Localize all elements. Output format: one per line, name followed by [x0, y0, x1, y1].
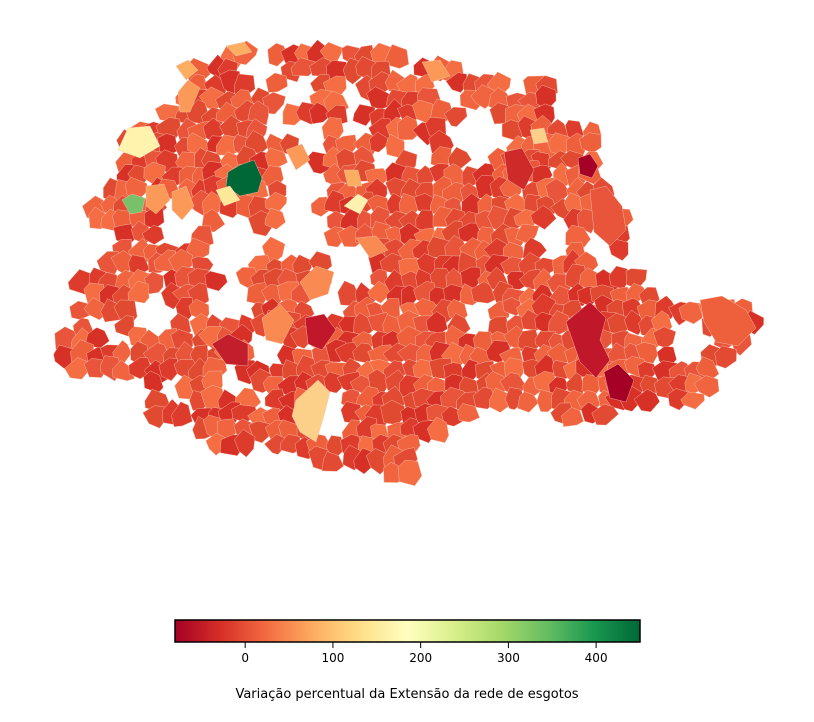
municipality-region [367, 280, 391, 304]
municipality-region [158, 357, 178, 382]
municipality-region [457, 403, 480, 423]
municipality-region [285, 143, 311, 171]
municipality-region [421, 59, 451, 83]
colorbar: 0 100 200 300 400 [174, 619, 641, 665]
municipality-region [177, 79, 201, 113]
choropleth-map [53, 39, 765, 487]
municipality-region [355, 235, 389, 259]
colorbar-tick-label: 300 [497, 651, 520, 665]
municipality-region [343, 193, 369, 215]
municipality-region [343, 169, 363, 187]
municipality-region [262, 91, 286, 115]
municipality-region [577, 153, 599, 179]
municipality-region [503, 147, 535, 191]
municipality-region [121, 193, 146, 215]
municipality-region [211, 333, 249, 367]
colorbar-tick-label: 100 [321, 651, 344, 665]
municipality-region [264, 207, 286, 230]
municipality-region [530, 205, 557, 230]
colorbar-tick-label: 200 [409, 651, 432, 665]
municipality-region [397, 115, 420, 141]
municipality-region [204, 270, 228, 292]
municipality-region [141, 225, 165, 245]
municipality-region [591, 403, 619, 426]
municipality-region [291, 379, 331, 443]
municipality-region [699, 295, 757, 347]
municipality-region [127, 280, 150, 304]
municipality-region [171, 185, 195, 221]
municipality-region [267, 42, 289, 67]
municipality-region [624, 309, 644, 336]
municipality-region [441, 405, 463, 427]
municipality-region [171, 401, 193, 428]
municipality-region [265, 72, 288, 93]
colorbar-tick-label: 0 [241, 651, 249, 665]
municipality-region [299, 265, 335, 301]
colorbar-label: Variação percentual da Extensão da rede … [235, 687, 579, 702]
municipality-region [383, 44, 410, 69]
municipality-region [445, 72, 468, 93]
municipality-region [635, 341, 659, 364]
municipality-layer [53, 39, 765, 487]
colorbar-tick-label: 400 [585, 651, 608, 665]
municipality-region [693, 375, 720, 398]
municipality-region [470, 281, 497, 304]
municipality-region [589, 185, 627, 247]
colorbar-gradient [174, 619, 641, 643]
municipality-region [529, 127, 549, 145]
municipality-region [175, 59, 199, 81]
municipality-region [667, 388, 689, 411]
municipality-region [304, 313, 337, 351]
municipality-region [290, 57, 316, 77]
municipality-region [426, 416, 450, 444]
municipality-region [517, 391, 540, 413]
municipality-region [279, 434, 301, 454]
colorbar-ticks: 0 100 200 300 400 [241, 642, 608, 665]
municipality-region [261, 303, 295, 345]
municipality-region [215, 185, 241, 207]
municipality-region [680, 391, 705, 410]
municipality-region [234, 429, 256, 458]
municipality-region [714, 345, 737, 369]
municipality-region [444, 106, 468, 127]
municipality-region [506, 271, 527, 290]
municipality-region [397, 459, 423, 487]
municipality-region [117, 125, 161, 159]
municipality-region [247, 100, 269, 126]
municipality-region [225, 41, 253, 57]
municipality-region [145, 183, 171, 215]
municipality-region [633, 388, 660, 413]
municipality-region [369, 131, 388, 153]
municipality-region [309, 102, 332, 125]
municipality-region [565, 301, 611, 379]
municipality-region [603, 363, 635, 403]
municipality-region [321, 451, 344, 472]
municipality-region [352, 104, 376, 127]
municipality-region [561, 407, 584, 427]
